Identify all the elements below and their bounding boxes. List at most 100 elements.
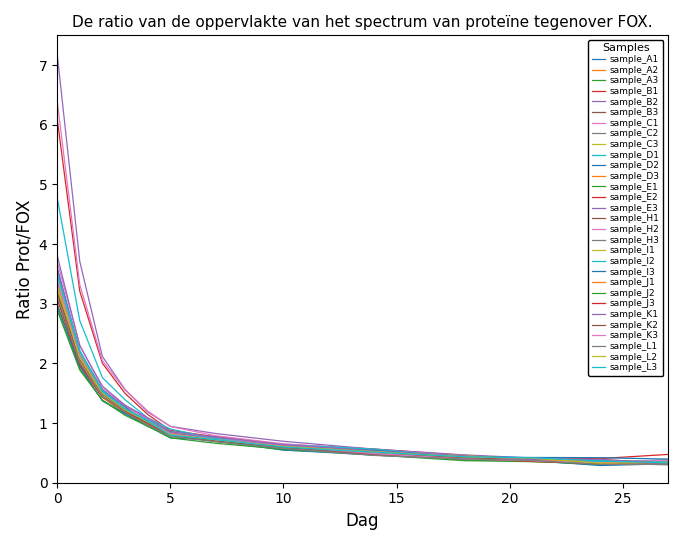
sample_H3 xyxy=(143,417,152,423)
sample_J3 xyxy=(279,444,288,450)
sample_L2 xyxy=(166,431,174,438)
sample_A2 xyxy=(121,409,129,415)
sample_C1 xyxy=(460,453,469,459)
sample_J2 xyxy=(460,457,469,464)
sample_K3 xyxy=(528,457,536,464)
sample_I3 xyxy=(76,363,84,370)
sample_E3 xyxy=(370,449,378,456)
sample_H2 xyxy=(279,441,288,448)
sample_J3 xyxy=(460,455,469,462)
sample_D1 xyxy=(98,374,107,381)
sample_E2 xyxy=(121,408,129,415)
sample_J1 xyxy=(98,390,107,396)
sample_K3 xyxy=(370,450,378,457)
sample_D1 xyxy=(143,415,152,421)
sample_J2 xyxy=(528,458,536,465)
sample_H1 xyxy=(212,436,220,443)
sample_I1 xyxy=(279,444,288,451)
Line: sample_C1: sample_C1 xyxy=(57,101,668,462)
sample_B3 xyxy=(370,448,378,455)
sample_J2 xyxy=(143,423,152,429)
sample_J3 xyxy=(664,459,672,466)
sample_E3 xyxy=(98,387,107,393)
sample_K1 xyxy=(166,428,174,435)
sample_K3 xyxy=(76,354,84,360)
sample_J3 xyxy=(121,408,129,415)
sample_K1 xyxy=(98,383,107,389)
sample_L3 xyxy=(528,455,536,461)
sample_D3 xyxy=(370,451,378,457)
sample_E2 xyxy=(370,449,378,456)
sample_A2 xyxy=(166,433,174,439)
sample_I3 xyxy=(460,456,469,463)
sample_A3 xyxy=(166,431,174,438)
sample_D2 xyxy=(460,453,469,460)
sample_E1 xyxy=(664,461,672,468)
sample_J3 xyxy=(528,458,536,465)
sample_C2 xyxy=(596,460,604,467)
sample_K1 xyxy=(279,441,288,448)
sample_I2 xyxy=(596,458,604,465)
Line: sample_E1: sample_E1 xyxy=(57,308,668,464)
sample_A3 xyxy=(664,461,672,467)
sample_I1 xyxy=(370,450,378,456)
sample_C2 xyxy=(76,352,84,359)
sample_A1 xyxy=(166,431,174,437)
sample_B1 xyxy=(53,116,61,122)
sample_C2 xyxy=(460,455,469,462)
sample_J1 xyxy=(212,437,220,444)
sample_A3 xyxy=(460,457,469,463)
sample_E3 xyxy=(143,416,152,423)
sample_L3 xyxy=(279,444,288,450)
sample_J3 xyxy=(76,361,84,367)
sample_E3 xyxy=(121,402,129,409)
sample_J3 xyxy=(53,294,61,300)
sample_H1 xyxy=(121,407,129,413)
sample_D2 xyxy=(664,456,672,462)
Line: sample_E3: sample_E3 xyxy=(57,269,668,463)
sample_A2 xyxy=(143,420,152,426)
sample_H3 xyxy=(212,437,220,444)
sample_E3 xyxy=(53,265,61,272)
sample_C1 xyxy=(664,459,672,465)
sample_A3 xyxy=(596,462,604,468)
sample_J2 xyxy=(596,461,604,467)
sample_E1 xyxy=(53,305,61,311)
sample_K3 xyxy=(596,459,604,466)
sample_B2 xyxy=(596,458,604,464)
sample_B2 xyxy=(528,455,536,461)
sample_I3 xyxy=(212,437,220,444)
sample_B1 xyxy=(166,427,174,434)
sample_H3 xyxy=(279,444,288,451)
sample_I1 xyxy=(98,393,107,399)
sample_K1 xyxy=(370,448,378,455)
sample_J2 xyxy=(76,367,84,373)
sample_D1 xyxy=(664,458,672,464)
sample_L1 xyxy=(664,461,672,468)
sample_C2 xyxy=(279,443,288,449)
sample_D1 xyxy=(212,435,220,442)
sample_L1 xyxy=(98,393,107,399)
sample_A1 xyxy=(98,386,107,393)
sample_E1 xyxy=(98,397,107,403)
sample_J1 xyxy=(121,407,129,413)
Line: sample_D2: sample_D2 xyxy=(57,287,668,459)
sample_C1 xyxy=(53,98,61,104)
Line: sample_H1: sample_H1 xyxy=(57,286,668,463)
sample_A2 xyxy=(528,458,536,464)
sample_H1 xyxy=(664,459,672,466)
sample_C2 xyxy=(121,405,129,412)
sample_D2 xyxy=(370,447,378,453)
sample_I1 xyxy=(528,458,536,465)
sample_E1 xyxy=(212,438,220,444)
Line: sample_J3: sample_J3 xyxy=(57,297,668,463)
sample_I2 xyxy=(143,416,152,423)
sample_L3 xyxy=(98,388,107,395)
sample_A3 xyxy=(279,446,288,452)
sample_A1 xyxy=(370,449,378,456)
sample_A1 xyxy=(596,459,604,465)
sample_A1 xyxy=(121,403,129,410)
sample_A1 xyxy=(143,420,152,427)
sample_B1 xyxy=(596,455,604,462)
sample_H1 xyxy=(370,449,378,455)
